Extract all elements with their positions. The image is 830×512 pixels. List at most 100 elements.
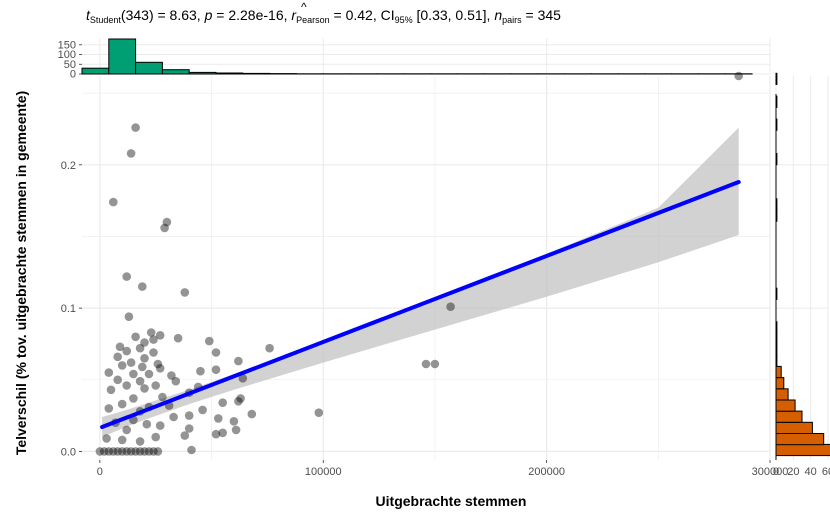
- right-hist-bar: [775, 410, 803, 423]
- data-point: [734, 71, 743, 81]
- data-point: [173, 333, 183, 343]
- data-point: [167, 371, 176, 380]
- data-point: [109, 197, 118, 207]
- top-hist-bar: [135, 61, 163, 75]
- data-point: [153, 359, 163, 369]
- data-point: [214, 414, 223, 423]
- t-label: t: [86, 7, 91, 23]
- data-point: [180, 288, 190, 297]
- data-point: [158, 392, 167, 402]
- data-point: [115, 342, 125, 352]
- right-hist-tick-label: 20: [787, 466, 799, 478]
- data-point: [153, 447, 163, 456]
- data-point: [229, 417, 239, 426]
- data-point: [446, 302, 455, 312]
- data-point: [126, 447, 136, 456]
- data-point: [149, 447, 158, 456]
- top-hist-bar: [161, 69, 190, 75]
- data-point: [126, 358, 136, 367]
- right-hist-bar: [775, 72, 778, 86]
- y-axis-label: Telverschil (% tov. uitgebrachte stemmen…: [13, 91, 29, 455]
- data-point: [140, 384, 149, 393]
- data-point: [211, 365, 221, 375]
- data-point: [231, 425, 241, 435]
- data-point: [122, 425, 131, 435]
- data-point: [95, 447, 105, 456]
- x-tick-label: 200000: [528, 466, 565, 478]
- chart-subtitle: tStudent(343) = 8.63, p = 2.28e-16, rPea…: [86, 7, 561, 25]
- data-point: [140, 447, 149, 456]
- top-hist-bar: [242, 72, 271, 75]
- data-point: [100, 447, 109, 456]
- y-tick-label: 0.0: [61, 446, 76, 458]
- t-df: (343) = 8.63,: [121, 7, 205, 23]
- data-point: [126, 149, 136, 158]
- data-point: [198, 405, 207, 415]
- data-point: [234, 397, 243, 406]
- right-hist-tick-label: 40: [805, 466, 817, 478]
- data-point: [205, 336, 214, 346]
- r-label: r: [291, 7, 297, 23]
- data-point: [135, 343, 145, 353]
- top-hist-bar: [215, 72, 244, 75]
- data-point: [142, 419, 152, 429]
- data-point: [117, 361, 127, 370]
- data-point: [218, 428, 227, 438]
- data-point: [421, 359, 431, 369]
- data-point: [218, 398, 227, 408]
- data-point: [184, 424, 194, 433]
- top-hist-tick-label: 50: [64, 59, 76, 71]
- r-value: = 0.42, CI: [330, 7, 395, 23]
- right-hist-bar: [775, 421, 813, 434]
- data-point: [162, 217, 172, 227]
- y-tick-label: 0.1: [61, 303, 76, 315]
- data-point: [138, 362, 147, 372]
- data-point: [135, 447, 145, 456]
- x-tick-label: 0: [97, 466, 103, 478]
- data-point: [122, 447, 131, 456]
- data-point: [135, 376, 145, 386]
- data-point: [144, 369, 154, 379]
- t-sub: Student: [90, 15, 122, 25]
- top-hist-bar: [108, 38, 137, 75]
- right-hist-bar: [775, 443, 830, 457]
- data-point: [155, 421, 165, 430]
- data-point: [155, 364, 165, 373]
- data-point: [122, 381, 131, 390]
- data-point: [122, 346, 131, 356]
- data-point: [151, 381, 160, 390]
- data-point: [117, 447, 127, 456]
- data-point: [234, 356, 243, 366]
- confidence-band: [102, 127, 739, 438]
- data-point: [131, 447, 140, 456]
- data-point: [113, 447, 122, 456]
- right-hist-bar: [775, 399, 796, 412]
- data-point: [129, 369, 138, 379]
- regression-line: [100, 180, 741, 430]
- data-point: [113, 375, 122, 385]
- data-point: [104, 404, 114, 413]
- data-point: [247, 409, 257, 419]
- data-point: [140, 338, 149, 347]
- p-label: p: [204, 7, 213, 23]
- data-point: [430, 359, 440, 369]
- data-point: [211, 348, 221, 357]
- right-hist-bar: [775, 377, 785, 390]
- right-hist-bar: [775, 365, 782, 379]
- top-hist-bar: [188, 71, 217, 75]
- right-hist-tick-label: 0: [773, 466, 779, 478]
- n-sub: pairs: [502, 15, 522, 25]
- r-sub: Pearson: [296, 15, 330, 25]
- data-point: [236, 394, 245, 403]
- data-point: [138, 282, 147, 291]
- top-hist-bar: [81, 67, 110, 75]
- data-point: [117, 399, 127, 409]
- data-point: [106, 385, 116, 395]
- data-point: [117, 435, 127, 445]
- x-tick-label: 100000: [305, 466, 342, 478]
- data-point: [265, 343, 274, 353]
- x-axis-label: Uitgebrachte stemmen: [376, 493, 527, 509]
- data-point: [113, 352, 122, 362]
